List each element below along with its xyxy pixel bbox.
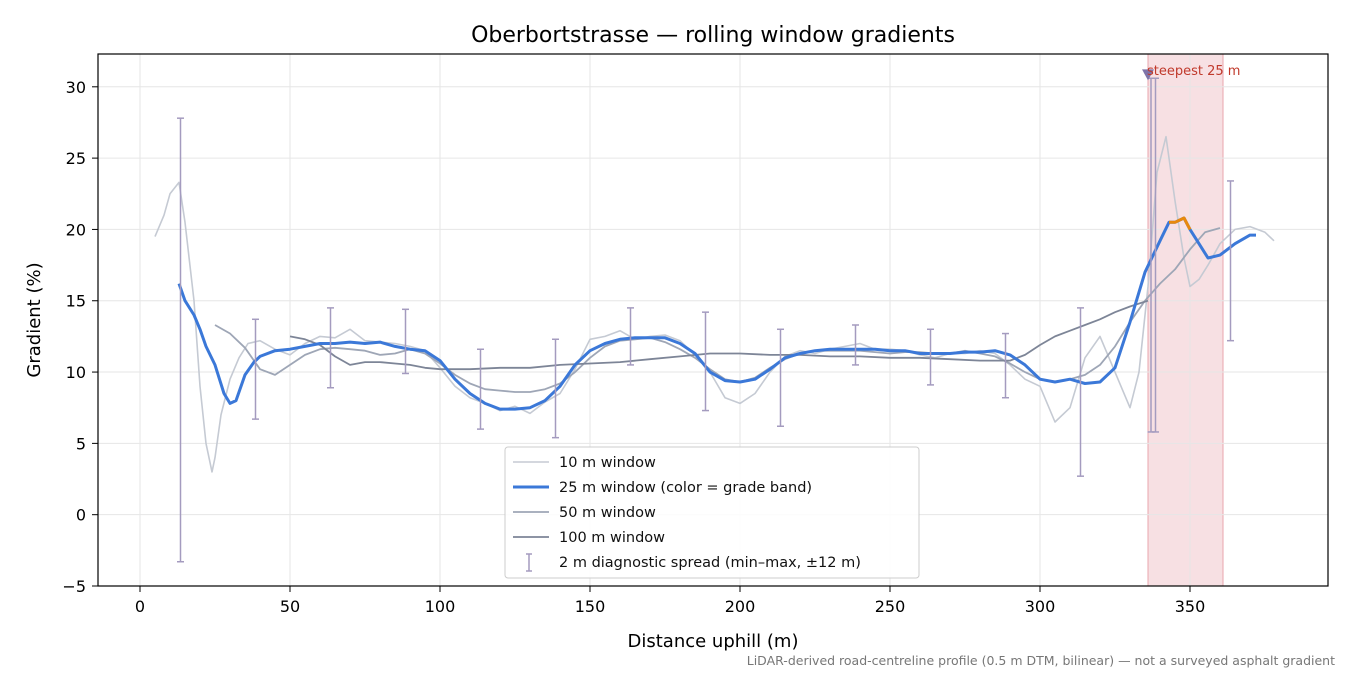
series-25m-line [177, 216, 1256, 411]
errorbar [552, 338, 559, 439]
errorbar [177, 117, 184, 563]
y-tick-label: 25 [66, 149, 86, 168]
footnote: LiDAR-derived road-centreline profile (0… [747, 653, 1335, 668]
errorbar [852, 324, 859, 366]
errorbar [627, 307, 634, 366]
x-tick-label: 50 [280, 597, 300, 616]
errorbar [1002, 332, 1009, 399]
legend-box [504, 446, 920, 579]
x-tick-label: 350 [1175, 597, 1206, 616]
x-tick-label: 0 [135, 597, 145, 616]
steepest-marker [1142, 69, 1154, 81]
errorbar [927, 328, 934, 386]
errorbar [477, 348, 484, 430]
legend: 10 m window 25 m window (color = grade b… [504, 446, 920, 579]
chart-title: Oberbortstrasse — rolling window gradien… [471, 23, 955, 48]
errorbar [327, 307, 334, 389]
y-tick-label: 10 [66, 363, 86, 382]
legend-swatch-errorbar [526, 553, 532, 572]
legend-label-50m: 50 m window [559, 505, 656, 521]
errorbar [252, 318, 259, 420]
y-tick-label: 15 [66, 292, 86, 311]
series-100m-line [289, 299, 1149, 371]
legend-label-10m: 10 m window [559, 455, 656, 471]
legend-label-errorbar: 2 m diagnostic spread (min–max, ±12 m) [559, 555, 861, 571]
y-axis-label: Gradient (%) [24, 262, 45, 377]
legend-label-25m: 25 m window (color = grade band) [559, 480, 812, 496]
steepest-band [1147, 53, 1224, 587]
y-tick-label: 0 [76, 506, 86, 525]
errorbar [777, 328, 784, 428]
x-tick-label: 100 [425, 597, 456, 616]
errorbar [1152, 77, 1159, 433]
x-tick-label: 300 [1025, 597, 1056, 616]
errorbar [702, 311, 709, 412]
errorbar [1227, 180, 1234, 342]
errorbar [1077, 307, 1084, 477]
x-tick-label: 200 [725, 597, 756, 616]
y-tick-label: 5 [76, 434, 86, 453]
y-tick-label: −5 [62, 577, 86, 596]
x-axis-label: Distance uphill (m) [628, 631, 799, 652]
series-25m-steep-segment [1169, 216, 1192, 231]
x-tick-label: 250 [875, 597, 906, 616]
y-tick-label: 30 [66, 78, 86, 97]
errorbar [402, 308, 409, 375]
steepest-annotation: steepest 25 m [1147, 64, 1240, 79]
legend-label-100m: 100 m window [559, 530, 665, 546]
y-tick-label: 20 [66, 220, 86, 239]
plot-frame [97, 53, 1329, 587]
x-tick-label: 150 [575, 597, 606, 616]
